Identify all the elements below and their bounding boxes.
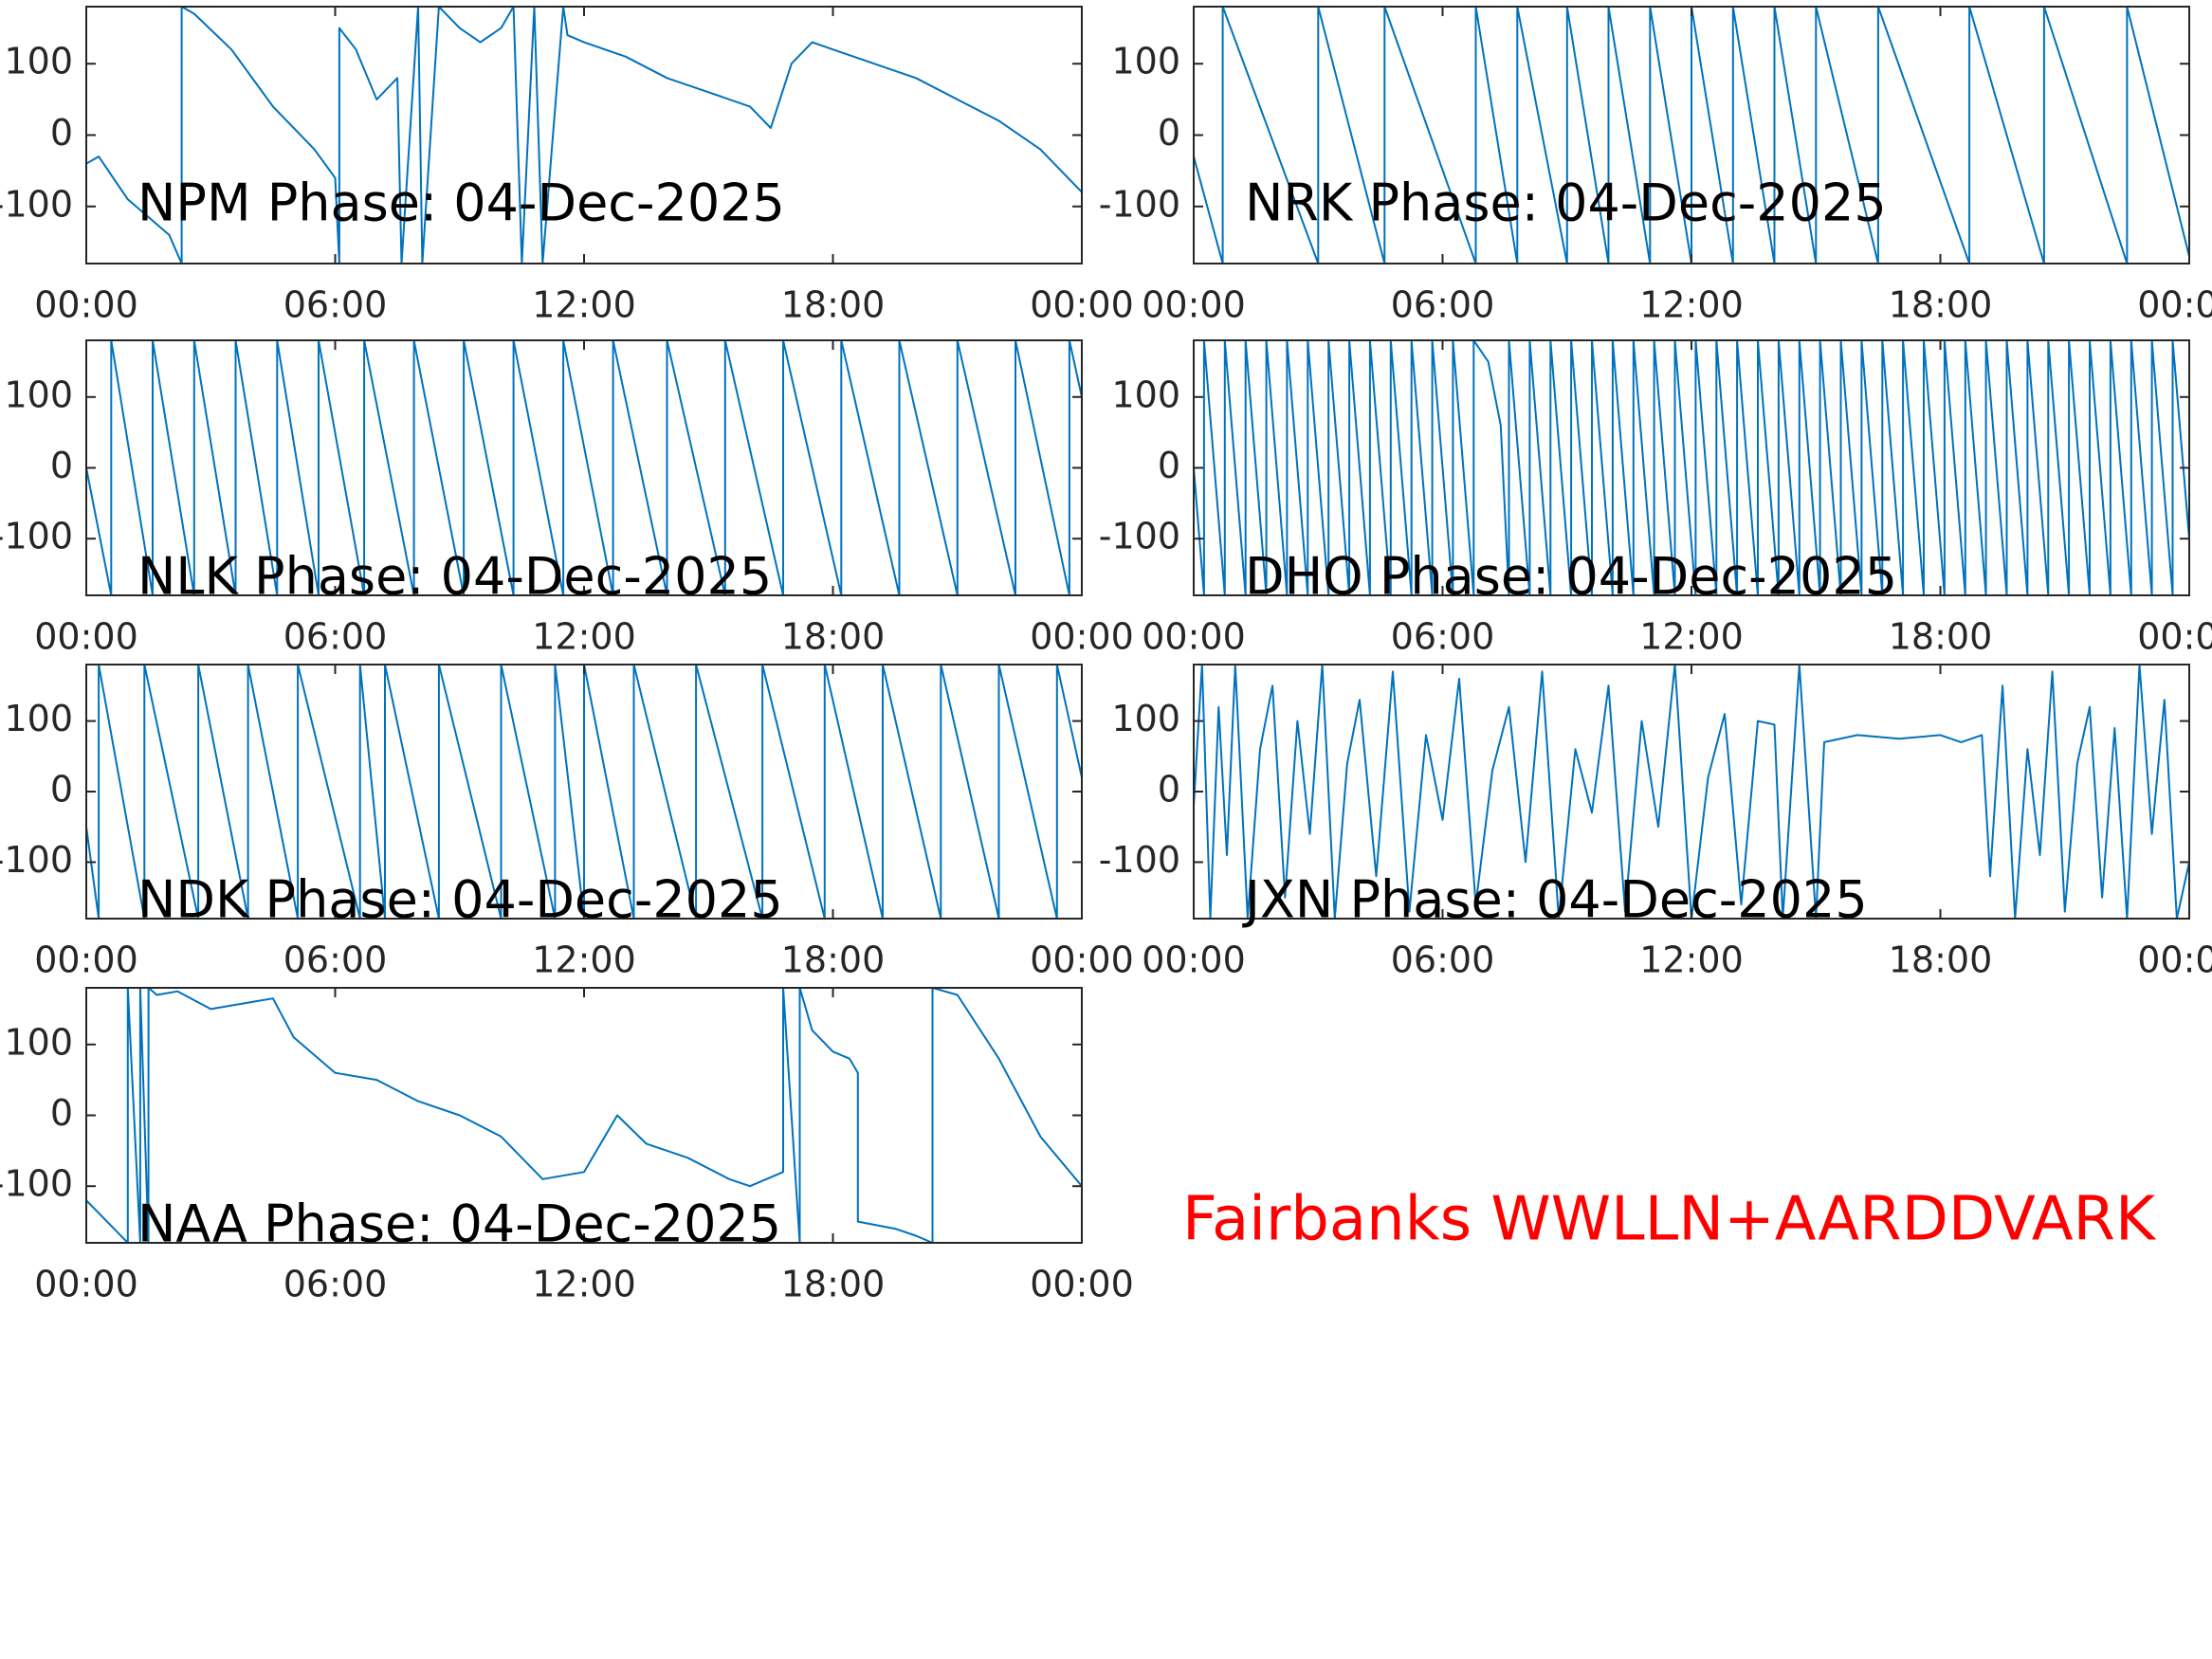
y-tick-label: 100 (4, 1021, 73, 1063)
phase-line (86, 988, 1082, 1243)
panel: 00:00 06:00 12:00 18:00 00:00 -100 0 100 NAA Pha… (0, 987, 1134, 1305)
x-tick-label: 12:00 (1639, 616, 1744, 658)
y-tick-label: 0 (1158, 112, 1180, 154)
x-tick-label: 00:00 (1030, 939, 1134, 981)
y-tick-label: 100 (1111, 374, 1180, 415)
phase-line (1194, 665, 2189, 919)
x-tick-label: 18:00 (1889, 616, 1993, 658)
y-tick-label: 100 (4, 41, 73, 82)
panel-title: NLK Phase: 04-Dec-2025 (137, 547, 772, 607)
x-tick-label: 00:00 (1142, 616, 1246, 658)
y-tick-label: 100 (1111, 698, 1180, 739)
y-tick-label: 0 (50, 769, 73, 811)
panel: 00:00 06:00 12:00 18:00 00:00 -100 0 100 NRK Pha… (1099, 6, 2212, 326)
x-tick-label: 06:00 (283, 939, 388, 981)
panel: 00:00 06:00 12:00 18:00 00:00 -100 0 100 NPM Pha… (0, 6, 1134, 326)
phase-line (86, 340, 1082, 595)
x-tick-label: 06:00 (283, 616, 388, 658)
y-tick-label: -100 (0, 839, 73, 881)
y-tick-label: -100 (0, 1163, 73, 1205)
panel: 00:00 06:00 12:00 18:00 00:00 -100 0 100 NDK Pha… (0, 664, 1134, 981)
x-tick-label: 00:00 (34, 284, 138, 326)
phase-line (1194, 340, 2189, 595)
x-tick-label: 00:00 (34, 939, 138, 981)
y-tick-label: -100 (1099, 839, 1180, 881)
y-tick-label: -100 (1099, 516, 1180, 557)
phase-line (86, 7, 1082, 264)
panel-title: NDK Phase: 04-Dec-2025 (137, 870, 783, 930)
x-tick-label: 12:00 (1639, 284, 1744, 326)
y-tick-label: 0 (1158, 445, 1180, 486)
x-tick-label: 18:00 (1889, 284, 1993, 326)
x-tick-label: 06:00 (1391, 616, 1495, 658)
x-tick-label: 06:00 (283, 1264, 388, 1305)
x-tick-label: 18:00 (1889, 939, 1993, 981)
y-tick-label: 0 (50, 112, 73, 154)
panel: 00:00 06:00 12:00 18:00 00:00 -100 0 100 NLK Pha… (0, 339, 1134, 658)
y-tick-label: -100 (0, 516, 73, 557)
panel-title: NRK Phase: 04-Dec-2025 (1245, 173, 1887, 233)
x-tick-label: 12:00 (532, 284, 636, 326)
x-tick-label: 12:00 (532, 616, 636, 658)
x-tick-label: 00:00 (2137, 284, 2212, 326)
panel-title: NPM Phase: 04-Dec-2025 (137, 173, 785, 233)
x-tick-label: 00:00 (2137, 616, 2212, 658)
phase-line (86, 665, 1082, 919)
x-tick-label: 12:00 (532, 1264, 636, 1305)
x-tick-label: 18:00 (781, 1264, 886, 1305)
panel-title: DHO Phase: 04-Dec-2025 (1245, 547, 1897, 607)
x-tick-label: 06:00 (1391, 939, 1495, 981)
panel-title: NAA Phase: 04-Dec-2025 (137, 1194, 781, 1254)
y-tick-label: 0 (1158, 769, 1180, 811)
x-tick-label: 06:00 (283, 284, 388, 326)
phase-line (1194, 7, 2189, 264)
y-tick-label: 100 (4, 698, 73, 739)
station-annotation: Fairbanks WWLLN+AARDDVARK (1182, 1185, 2157, 1255)
x-tick-label: 18:00 (781, 616, 886, 658)
panel: 00:00 06:00 12:00 18:00 00:00 -100 0 100 DHO Pha… (1099, 339, 2212, 658)
x-tick-label: 18:00 (781, 284, 886, 326)
x-tick-label: 12:00 (532, 939, 636, 981)
y-tick-label: 100 (1111, 41, 1180, 82)
x-tick-label: 18:00 (781, 939, 886, 981)
x-tick-label: 00:00 (1030, 284, 1134, 326)
y-tick-label: 0 (50, 1092, 73, 1134)
y-tick-label: -100 (0, 183, 73, 225)
x-tick-label: 00:00 (1142, 939, 1246, 981)
x-tick-label: 12:00 (1639, 939, 1744, 981)
x-tick-label: 06:00 (1391, 284, 1495, 326)
x-tick-label: 00:00 (2137, 939, 2212, 981)
x-tick-label: 00:00 (1030, 1264, 1134, 1305)
panel-title: JXN Phase: 04-Dec-2025 (1242, 870, 1868, 930)
y-tick-label: -100 (1099, 183, 1180, 225)
x-tick-label: 00:00 (34, 616, 138, 658)
panel: 00:00 06:00 12:00 18:00 00:00 -100 0 100 JXN Pha… (1099, 664, 2212, 981)
y-tick-label: 0 (50, 445, 73, 486)
x-tick-label: 00:00 (1142, 284, 1246, 326)
x-tick-label: 00:00 (34, 1264, 138, 1305)
x-tick-label: 00:00 (1030, 616, 1134, 658)
y-tick-label: 100 (4, 374, 73, 415)
